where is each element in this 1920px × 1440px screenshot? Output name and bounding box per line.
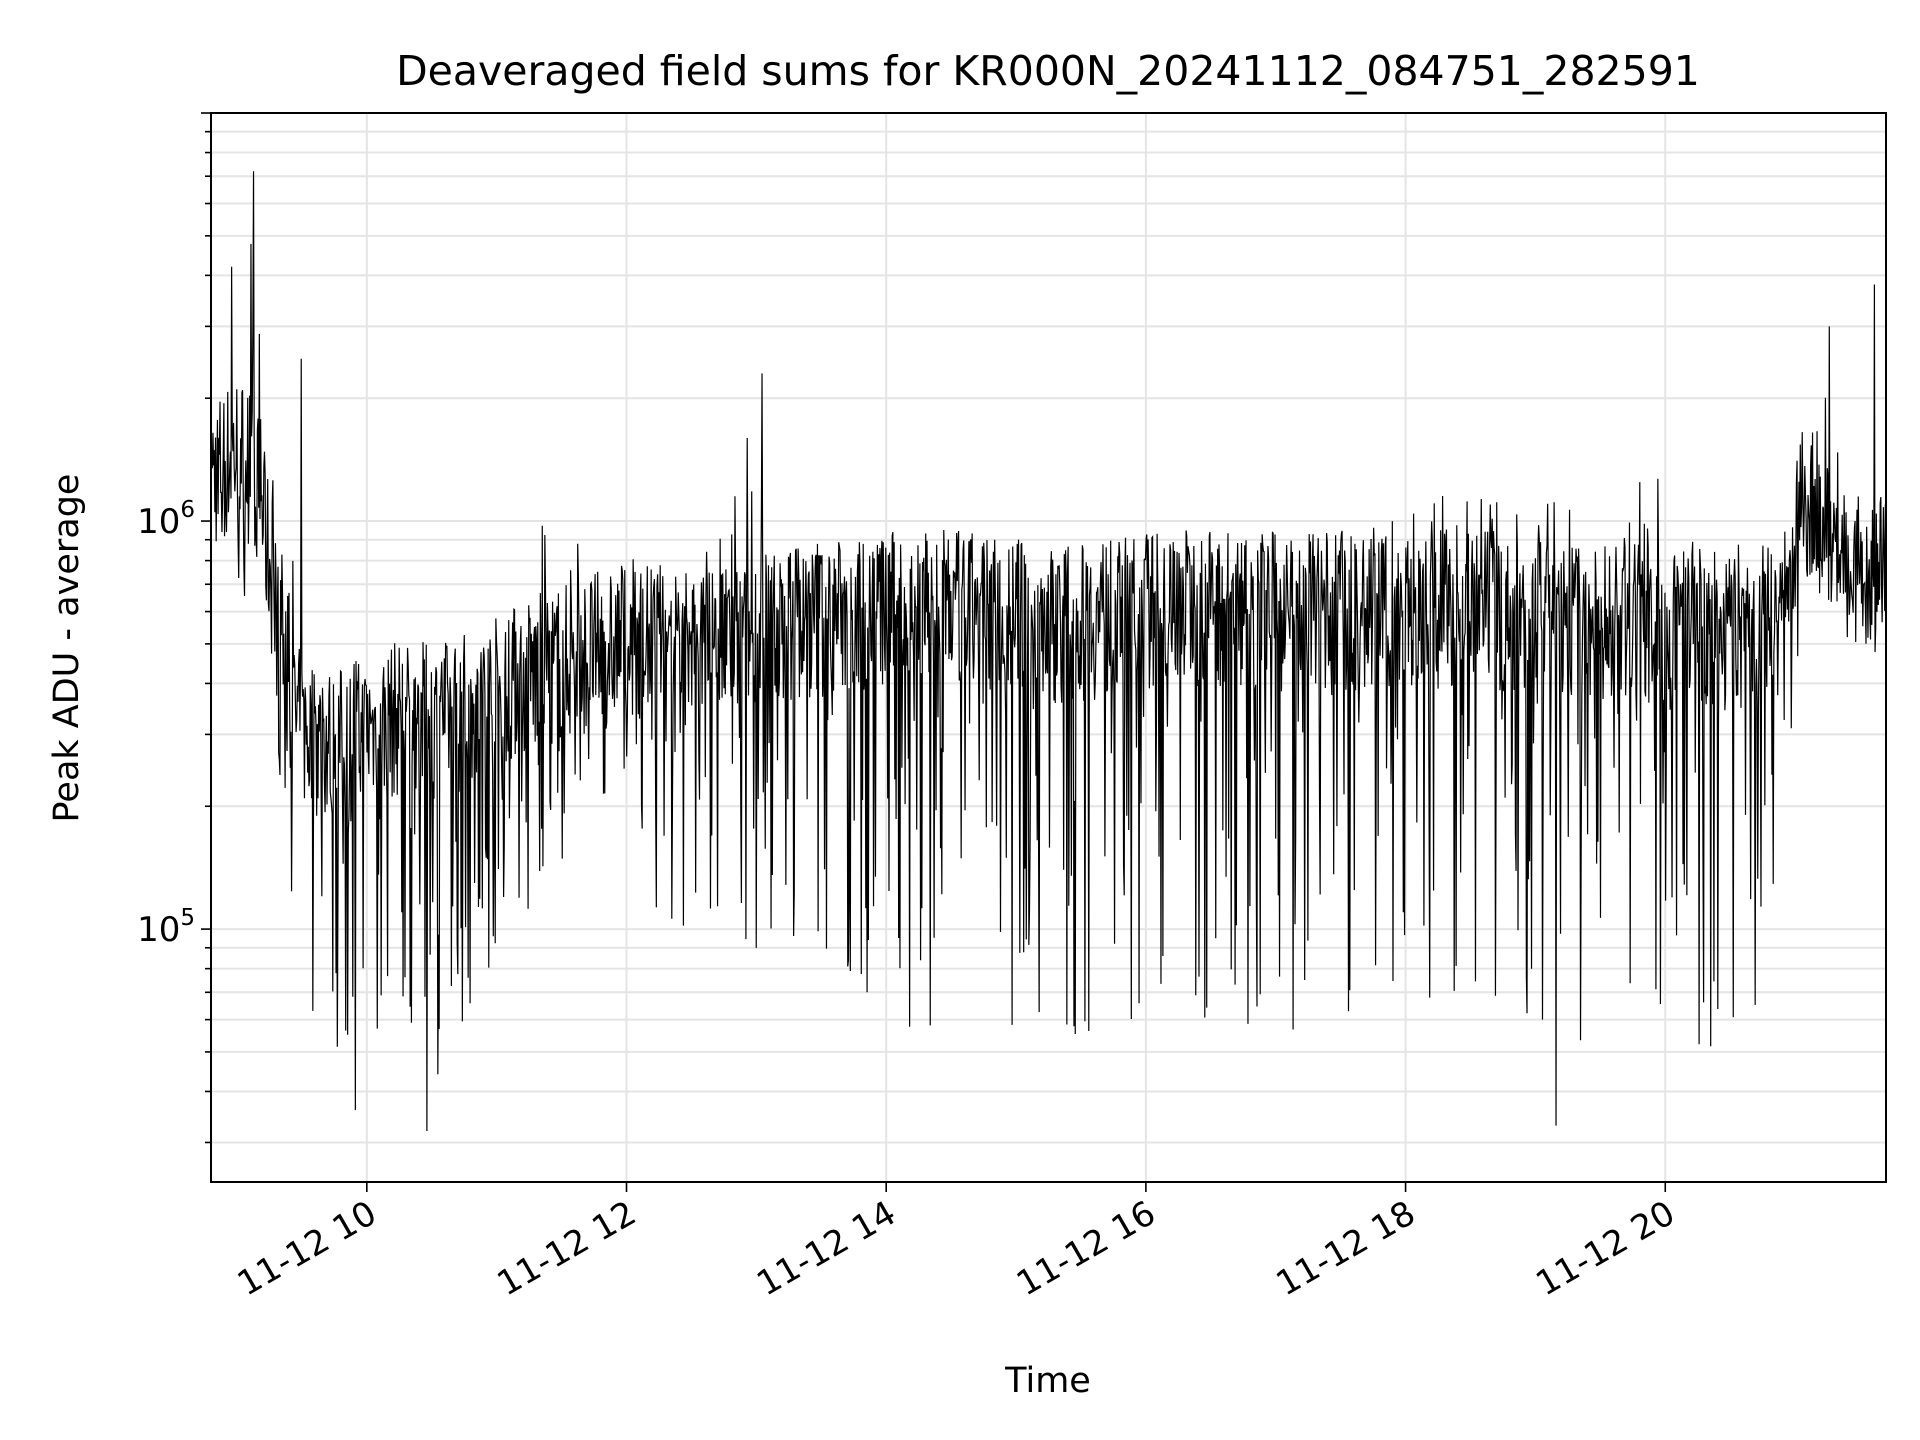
x-axis-label: Time: [1004, 1361, 1091, 1401]
y-axis-label: Peak ADU - average: [47, 474, 87, 823]
series-line-path: [210, 171, 1887, 1132]
y-tick-label: 106: [137, 497, 195, 542]
chart-title: Deaveraged field sums for KR000N_2024111…: [396, 47, 1700, 95]
y-tick-label: 105: [137, 905, 195, 950]
y-axis: 105 106: [137, 112, 211, 1144]
plot-frame: [210, 112, 1887, 1183]
series-line: [210, 171, 1887, 1132]
